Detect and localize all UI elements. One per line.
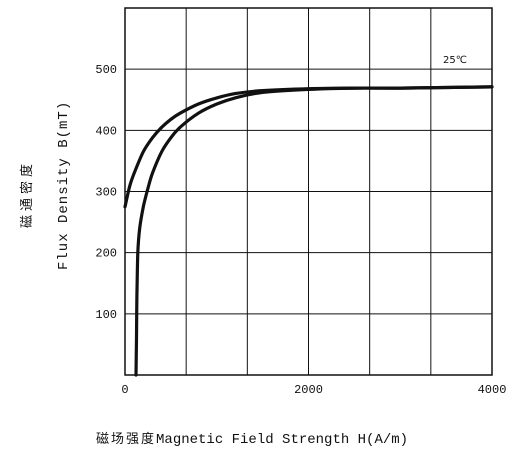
y-axis-label-cn: 磁通密度 bbox=[20, 159, 35, 228]
x-axis-label-cn: 磁场强度 bbox=[96, 432, 157, 447]
y-tick-label: 300 bbox=[95, 186, 117, 200]
series-group bbox=[123, 85, 494, 377]
temperature-annotation: 25℃ bbox=[443, 55, 467, 66]
x-tick-label: 4000 bbox=[478, 383, 507, 397]
y-axis-label-en: Flux Density B(mT) bbox=[56, 100, 72, 270]
x-tick-label: 2000 bbox=[294, 383, 323, 397]
x-axis-label: 磁场强度Magnetic Field Strength H(A/m) bbox=[96, 428, 408, 448]
bh-curve-2 bbox=[134, 85, 494, 377]
plot-frame bbox=[124, 7, 493, 376]
grid bbox=[124, 7, 493, 376]
y-tick-label: 400 bbox=[95, 124, 117, 138]
y-tick-label: 500 bbox=[95, 63, 117, 77]
y-tick-label: 200 bbox=[95, 247, 117, 261]
x-axis-label-en: Magnetic Field Strength H(A/m) bbox=[156, 432, 409, 448]
x-tick-label: 0 bbox=[121, 383, 128, 397]
tick-labels: 100 200 300 400 500 0 2000 4000 bbox=[95, 63, 506, 397]
y-tick-label: 100 bbox=[95, 308, 117, 322]
